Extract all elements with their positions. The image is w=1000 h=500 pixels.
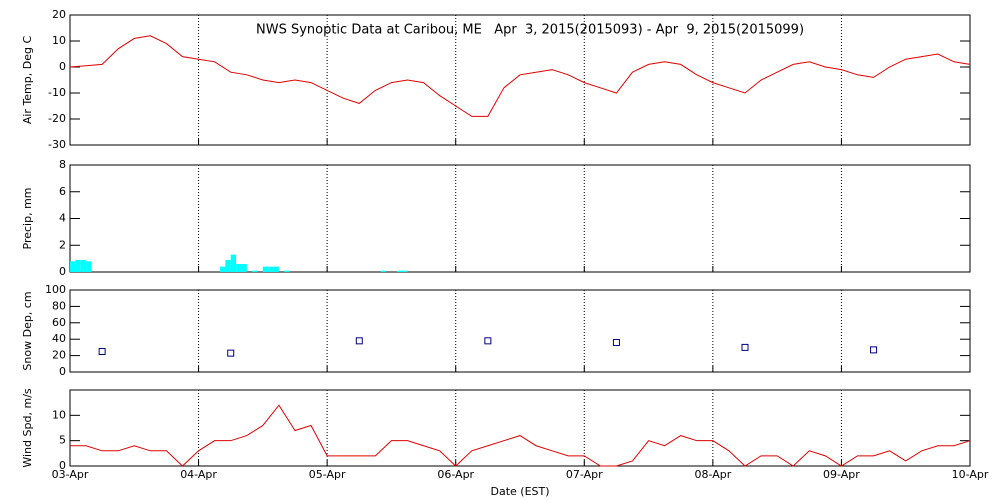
y-axis-label: Wind Spd, m/s <box>21 388 34 468</box>
y-tick-label: 8 <box>59 158 66 171</box>
point <box>227 349 235 357</box>
y-tick-label: 20 <box>52 8 66 21</box>
bar <box>268 266 274 272</box>
x-tick-label: 07-Apr <box>566 468 603 481</box>
y-tick-label: 0 <box>59 459 66 472</box>
y-tick-label: -30 <box>48 138 66 151</box>
bar <box>396 270 403 272</box>
x-tick-label: 03-Apr <box>52 468 89 481</box>
x-tick-label: 10-Apr <box>952 468 989 481</box>
bar <box>262 266 269 272</box>
y-tick-label: 4 <box>59 212 66 225</box>
bar <box>380 270 387 272</box>
y-tick-label: 5 <box>59 434 66 447</box>
bar <box>241 263 247 272</box>
y-tick-label: -20 <box>48 112 66 125</box>
y-tick-label: -10 <box>48 86 66 99</box>
y-axis-label: Snow Dep, cm <box>21 291 34 370</box>
y-tick-label: 20 <box>52 349 66 362</box>
y-tick-label: 0 <box>59 265 66 278</box>
bar <box>220 266 226 272</box>
y-tick-label: 0 <box>59 60 66 73</box>
y-tick-label: 100 <box>45 283 66 296</box>
bar <box>230 254 237 272</box>
point <box>484 337 492 345</box>
y-tick-label: 10 <box>52 408 66 421</box>
plot-frame <box>69 14 971 146</box>
bar <box>225 259 231 272</box>
bar <box>273 266 279 272</box>
bar <box>402 270 408 272</box>
y-tick-label: 10 <box>52 34 66 47</box>
bar <box>86 261 92 272</box>
point <box>612 338 620 346</box>
y-tick-label: 0 <box>59 365 66 378</box>
y-tick-label: 40 <box>52 332 66 345</box>
y-axis-label: Air Temp, Deg C <box>21 36 34 125</box>
data-line <box>69 35 971 117</box>
plot-frame <box>69 389 971 467</box>
bar <box>75 259 81 272</box>
data-line <box>70 404 971 467</box>
x-tick-label: 09-Apr <box>823 468 860 481</box>
x-tick-label: 04-Apr <box>180 468 217 481</box>
chart-title: NWS Synoptic Data at Caribou, ME Apr 3, … <box>256 23 804 38</box>
bar <box>284 270 290 272</box>
point <box>741 343 749 351</box>
bar <box>252 270 258 272</box>
x-axis-label: Date (EST) <box>490 485 549 498</box>
point <box>355 337 363 345</box>
point <box>870 346 878 354</box>
y-axis-label: Precip, mm <box>21 188 34 250</box>
x-tick-label: 06-Apr <box>437 468 474 481</box>
bar <box>80 259 87 272</box>
y-tick-label: 60 <box>52 316 66 329</box>
y-tick-label: 80 <box>52 299 66 312</box>
y-tick-label: 2 <box>59 238 66 251</box>
x-tick-label: 08-Apr <box>694 468 731 481</box>
plot-frame <box>69 289 971 373</box>
y-tick-label: 6 <box>59 185 66 198</box>
bar <box>236 263 242 272</box>
plot-frame <box>69 164 971 273</box>
x-tick-label: 05-Apr <box>309 468 346 481</box>
bar <box>70 261 76 272</box>
point <box>98 348 106 355</box>
